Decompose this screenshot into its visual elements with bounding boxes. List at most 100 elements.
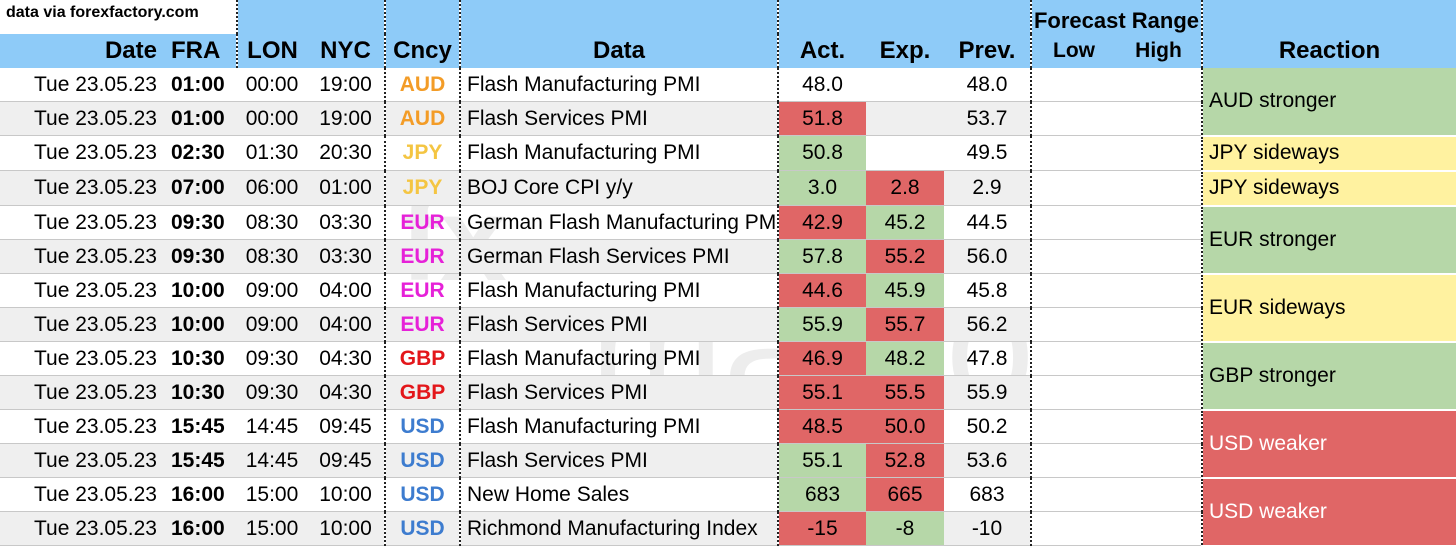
header-forecast-range: Forecast Range	[1031, 0, 1203, 34]
currency-cell: JPY	[385, 170, 461, 206]
reaction-cell: JPY sideways	[1202, 135, 1456, 172]
fra-time-cell: 01:00	[165, 68, 237, 102]
forecast-low-cell	[1031, 443, 1116, 478]
fra-time-cell: 10:00	[165, 307, 237, 342]
table-body: Tue 23.05.23 01:00 00:00 19:00 AUD Flash Manu…	[0, 68, 1456, 547]
header-reaction: Reaction	[1202, 34, 1456, 68]
nyc-time-cell: 01:00	[307, 170, 386, 206]
previous-value-cell: 44.5	[944, 205, 1032, 240]
actual-value-cell: 55.9	[777, 307, 866, 342]
actual-value-cell: 50.8	[777, 135, 866, 171]
expected-value-cell: 52.8	[866, 443, 944, 478]
table-row: Tue 23.05.23 15:45 14:45 09:45 USD Flash Manu…	[0, 409, 1456, 479]
table-row: Tue 23.05.23 09:30 08:30 03:30 EUR German Fla…	[0, 205, 1456, 275]
date-cell: Tue 23.05.23	[0, 170, 165, 206]
previous-value-cell: 45.8	[944, 273, 1032, 308]
nyc-time-cell: 04:30	[307, 341, 386, 376]
table-row: Tue 23.05.23 16:00 15:00 10:00 USD New Home S…	[0, 477, 1456, 547]
nyc-time-cell: 20:30	[307, 135, 386, 171]
header-spacer-cncy	[385, 0, 461, 34]
event-name-cell: BOJ Core CPI y/y	[460, 170, 779, 206]
event-name-cell: Flash Services PMI	[460, 443, 779, 478]
currency-cell: AUD	[385, 101, 461, 136]
date-cell: Tue 23.05.23	[0, 273, 165, 308]
previous-value-cell: 55.9	[944, 375, 1032, 410]
lon-time-cell: 14:45	[237, 443, 307, 478]
forecast-low-cell	[1031, 477, 1116, 512]
header-spacer-act	[778, 0, 866, 34]
currency-cell: JPY	[385, 135, 461, 171]
expected-value-cell: 45.9	[866, 273, 944, 308]
actual-value-cell: 55.1	[777, 443, 866, 478]
forecast-high-cell	[1116, 409, 1203, 444]
reaction-cell: EUR stronger	[1202, 205, 1456, 275]
currency-cell: GBP	[385, 341, 461, 376]
actual-value-cell: 3.0	[777, 170, 866, 206]
table-row: Tue 23.05.23 10:30 09:30 04:30 GBP Flash Manu…	[0, 341, 1456, 411]
expected-value-cell: 45.2	[866, 205, 944, 240]
forecast-low-cell	[1031, 101, 1116, 136]
nyc-time-cell: 19:00	[307, 68, 386, 102]
date-cell: Tue 23.05.23	[0, 341, 165, 376]
date-cell: Tue 23.05.23	[0, 135, 165, 171]
header-cncy: Cncy	[385, 34, 461, 68]
fra-time-cell: 09:30	[165, 205, 237, 240]
date-cell: Tue 23.05.23	[0, 511, 165, 546]
nyc-time-cell: 04:30	[307, 375, 386, 410]
forecast-low-cell	[1031, 307, 1116, 342]
lon-time-cell: 01:30	[237, 135, 307, 171]
nyc-time-cell: 09:45	[307, 409, 386, 444]
nyc-time-cell: 04:00	[307, 307, 386, 342]
forecast-low-cell	[1031, 239, 1116, 274]
forecast-high-cell	[1116, 273, 1203, 308]
currency-cell: USD	[385, 443, 461, 478]
expected-value-cell	[866, 101, 944, 136]
date-cell: Tue 23.05.23	[0, 375, 165, 410]
forecast-high-cell	[1116, 341, 1203, 376]
event-name-cell: Flash Manufacturing PMI	[460, 273, 779, 308]
fra-time-cell: 09:30	[165, 239, 237, 274]
forecast-high-cell	[1116, 443, 1203, 478]
date-cell: Tue 23.05.23	[0, 205, 165, 240]
fra-time-cell: 01:00	[165, 101, 237, 136]
lon-time-cell: 00:00	[237, 68, 307, 102]
header-spacer-reaction	[1202, 0, 1456, 34]
date-cell: Tue 23.05.23	[0, 101, 165, 136]
fra-time-cell: 16:00	[165, 511, 237, 546]
actual-value-cell: 51.8	[777, 101, 866, 136]
previous-value-cell: 53.6	[944, 443, 1032, 478]
reaction-cell: AUD stronger	[1202, 68, 1456, 137]
previous-value-cell: 47.8	[944, 341, 1032, 376]
lon-time-cell: 09:00	[237, 273, 307, 308]
event-name-cell: Flash Services PMI	[460, 307, 779, 342]
nyc-time-cell: 10:00	[307, 477, 386, 512]
table-row: Tue 23.05.23 10:30 09:30 04:30 GBP Flash Serv…	[0, 375, 1456, 410]
forecast-high-cell	[1116, 101, 1203, 136]
lon-time-cell: 14:45	[237, 409, 307, 444]
date-cell: Tue 23.05.23	[0, 307, 165, 342]
event-name-cell: Flash Services PMI	[460, 375, 779, 410]
forecast-high-cell	[1116, 307, 1203, 342]
header-exp: Exp.	[866, 34, 944, 68]
forecast-low-cell	[1031, 375, 1116, 410]
forecast-high-cell	[1116, 135, 1203, 171]
nyc-time-cell: 03:30	[307, 239, 386, 274]
forecast-high-cell	[1116, 68, 1203, 102]
header-nyc: NYC	[307, 34, 386, 68]
reaction-cell: JPY sideways	[1202, 170, 1456, 207]
lon-time-cell: 08:30	[237, 205, 307, 240]
header-date: Date	[0, 34, 165, 68]
actual-value-cell: 683	[777, 477, 866, 512]
header-prev: Prev.	[944, 34, 1032, 68]
event-name-cell: Flash Manufacturing PMI	[460, 68, 779, 102]
fra-time-cell: 10:00	[165, 273, 237, 308]
lon-time-cell: 09:30	[237, 341, 307, 376]
table-row: Tue 23.05.23 10:00 09:00 04:00 EUR Flash Serv…	[0, 307, 1456, 342]
header-act: Act.	[778, 34, 866, 68]
currency-cell: EUR	[385, 273, 461, 308]
forecast-high-cell	[1116, 170, 1203, 206]
actual-value-cell: 57.8	[777, 239, 866, 274]
reaction-cell: USD weaker	[1202, 477, 1456, 547]
actual-value-cell: 46.9	[777, 341, 866, 376]
